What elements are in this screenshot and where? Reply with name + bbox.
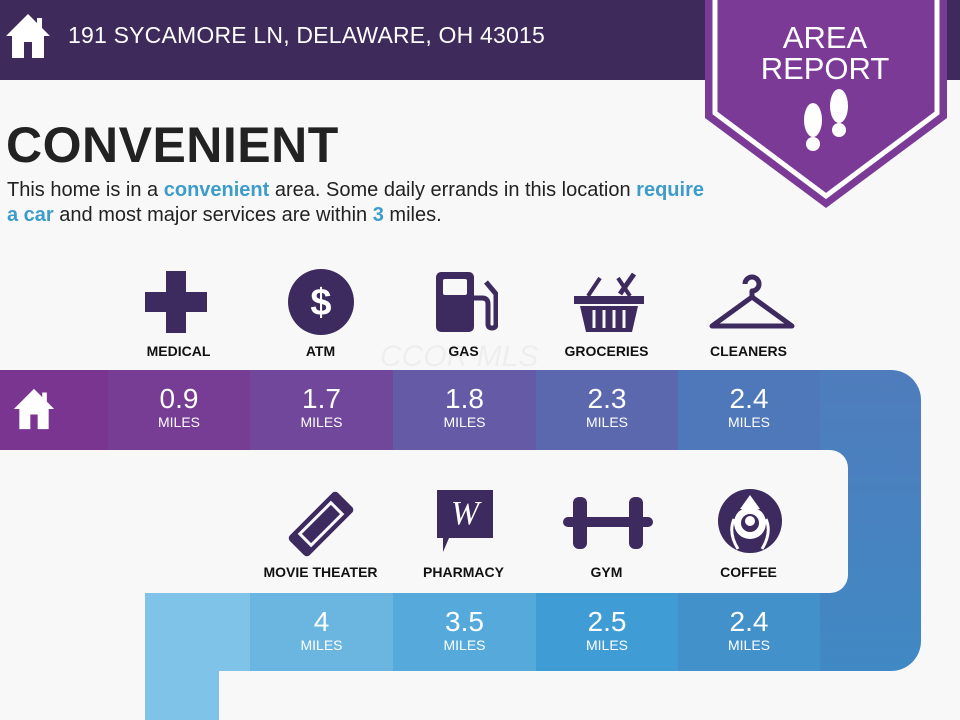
property-address: 191 SYCAMORE LN, DELAWARE, OH 43015 <box>68 22 545 48</box>
distance-cell: 1.7 MILES <box>250 370 393 450</box>
distance-cell: 2.4 MILES <box>678 593 820 671</box>
walgreens-icon: W <box>437 490 493 552</box>
distance-unit: MILES <box>585 414 628 430</box>
distance-cell: 4 MILES <box>250 593 393 671</box>
grocery-basket-icon <box>574 272 644 332</box>
amenity-label: ATM <box>305 343 336 359</box>
distance-unit: MILES <box>585 637 628 653</box>
dollar-coin-icon: $ <box>288 269 354 335</box>
starbucks-icon <box>718 489 782 553</box>
watermark: CCOR MLS <box>380 340 538 374</box>
amenity-label: GROCERIES <box>564 343 649 359</box>
distance-value: 2.4 <box>729 383 769 414</box>
distance-cell: 2.5 MILES <box>536 593 678 671</box>
ticket-icon <box>288 491 354 557</box>
route-inner-corner <box>219 671 259 720</box>
amenity-label: MOVIE THEATER <box>263 564 378 580</box>
amenity-label: PHARMACY <box>423 564 504 580</box>
home-icon <box>6 14 50 58</box>
distance-value: 1.8 <box>445 383 484 414</box>
hanger-icon <box>709 274 795 329</box>
amenity-label: MEDICAL <box>146 343 211 359</box>
distance-unit: MILES <box>443 637 486 653</box>
home-icon <box>13 388 55 430</box>
distance-value: 0.9 <box>159 383 199 414</box>
footprints-icon <box>804 89 848 151</box>
badge-title: AREA REPORT <box>760 20 890 86</box>
distance-cell: 2.4 MILES <box>678 370 820 450</box>
distance-unit: MILES <box>727 637 770 653</box>
distance-cell: 0.9 MILES <box>108 370 250 450</box>
area-report-badge <box>705 0 947 208</box>
route-inner-curve <box>820 450 848 593</box>
gas-pump-icon <box>436 272 498 332</box>
rating-description: This home is in a convenient area. Some … <box>7 179 704 226</box>
medical-cross-icon <box>145 271 207 333</box>
distance-cell: 3.5 MILES <box>393 593 536 671</box>
svg-text:W: W <box>451 495 482 532</box>
amenity-label: CLEANERS <box>709 343 787 359</box>
amenity-label: COFFEE <box>720 564 777 580</box>
distance-value: 1.7 <box>302 383 341 414</box>
distance-cell: 2.3 MILES <box>536 370 678 450</box>
distance-value: 4 <box>313 606 330 637</box>
distance-unit: MILES <box>443 414 486 430</box>
distance-value: 2.3 <box>587 383 627 414</box>
amenity-label: GAS <box>448 343 479 359</box>
distance-cell: 1.8 MILES <box>393 370 536 450</box>
distance-unit: MILES <box>157 414 200 430</box>
distance-unit: MILES <box>300 414 343 430</box>
route-bottom-corner <box>145 593 251 671</box>
distance-unit: MILES <box>727 414 770 430</box>
distance-value: 2.5 <box>587 606 627 637</box>
distance-value: 3.5 <box>445 606 484 637</box>
rating-title: CONVENIENT <box>6 117 339 173</box>
dumbbell-icon <box>563 497 653 549</box>
distance-value: 2.4 <box>729 606 769 637</box>
amenity-label: GYM <box>590 564 623 580</box>
home-cell <box>0 370 108 450</box>
distance-unit: MILES <box>300 637 343 653</box>
svg-text:$: $ <box>310 282 331 324</box>
